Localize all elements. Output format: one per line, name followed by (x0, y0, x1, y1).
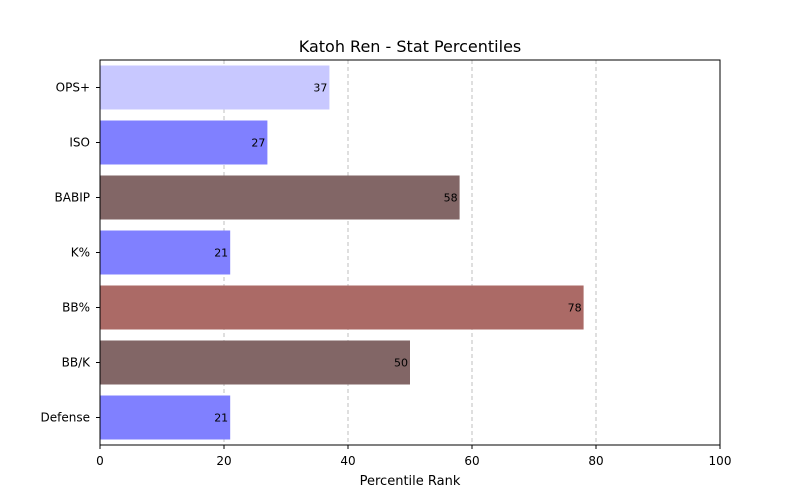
bar-value-label: 50 (394, 357, 408, 370)
x-tick-label: 100 (709, 454, 732, 468)
y-tick-label: BB% (62, 301, 90, 315)
bar-bb (100, 285, 584, 330)
y-tick-label: ISO (69, 136, 90, 150)
y-axis-ticks: OPS+ ISO BABIP K% BB% BB/K Defense (41, 81, 100, 425)
bar-value-label: 21 (214, 412, 228, 425)
bar-bb-k (100, 340, 410, 385)
bar-ops (100, 65, 330, 110)
x-tick-label: 80 (588, 454, 603, 468)
grid-lines (223, 60, 597, 445)
bar-value-label: 58 (444, 192, 458, 205)
x-tick-label: 0 (96, 454, 104, 468)
x-tick-label: 20 (216, 454, 231, 468)
bars: 37 27 58 21 78 50 21 (100, 65, 584, 440)
x-tick-label: 40 (340, 454, 355, 468)
x-axis-label: Percentile Rank (360, 474, 461, 489)
bar-value-label: 37 (313, 82, 327, 95)
bar-k (100, 230, 231, 275)
x-tick-label: 60 (464, 454, 479, 468)
chart-title: Katoh Ren - Stat Percentiles (299, 37, 522, 56)
bar-defense (100, 395, 231, 440)
y-tick-label: Defense (41, 411, 90, 425)
bar-value-label: 21 (214, 247, 228, 260)
bar-value-label: 27 (251, 137, 265, 150)
y-tick-label: K% (71, 246, 90, 260)
y-tick-label: BABIP (55, 191, 90, 205)
x-axis-ticks: 0 20 40 60 80 100 (96, 445, 731, 468)
bar-value-label: 78 (568, 302, 582, 315)
y-tick-label: BB/K (62, 356, 92, 370)
y-tick-label: OPS+ (56, 81, 90, 95)
bar-iso (100, 120, 268, 165)
bar-babip (100, 175, 460, 220)
